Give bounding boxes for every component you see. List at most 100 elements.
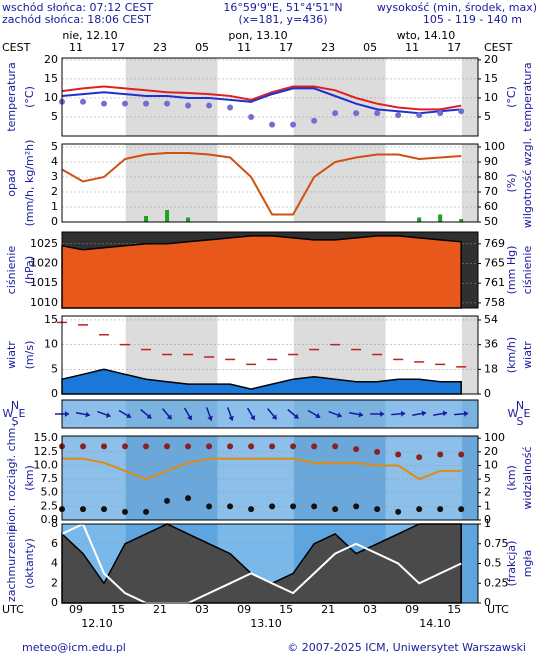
dot [353,503,360,510]
arrow-head [442,410,448,417]
sunrise: wschód słońca: 07:12 CEST [2,1,153,14]
y2-tick-label: 1 [484,517,491,530]
y-label: temperatura [5,62,18,131]
bar [186,217,191,222]
dot [164,497,171,504]
y-unit: (km) [23,465,36,491]
wind-arrow [307,409,321,419]
line [61,152,462,216]
y-tick-label: 0.0 [41,513,59,526]
arrow-head [228,415,234,421]
y2-tick-label: 70 [484,185,498,198]
day-label: wto, 14.10 [397,29,456,42]
top-tick-label: 05 [363,41,377,54]
arrow-head [105,412,111,418]
bar [459,219,464,222]
y2-unit: (°C) [505,86,518,108]
y2-unit: (frakcja) [505,541,518,587]
dot [311,117,318,124]
y2-tick-label: 54 [484,313,498,326]
y-tick-label: 5 [51,140,58,153]
night-band [461,316,478,394]
y-tick-label: 5 [51,362,58,375]
arrow-head [463,410,469,417]
footer-email: meteo@icm.edu.pl [22,641,126,654]
y2-tick-label: 60 [484,200,498,213]
height-title: wysokość (min, środek, max) [377,1,537,14]
panel-border [61,231,479,309]
dot [437,110,444,117]
top-tick-label: 05 [195,41,209,54]
wind-arrow [391,410,406,417]
y-tick-label: 10 [44,338,58,351]
y2-tick-label: 0 [484,596,491,609]
bottom-tick-label: 03 [363,603,377,616]
dot [437,451,444,458]
dot [122,100,129,107]
y2-tick-label: 36 [484,338,498,351]
area [61,368,462,395]
dot [101,443,108,450]
bar [144,216,149,222]
y-tick-label: 1025 [30,237,58,250]
bottom-tick-label: 21 [321,603,335,616]
panel-border [61,57,479,137]
y2-tick-label: 0.75 [484,537,509,550]
coords: 16°59'9"E, 51°4'51"N [223,1,342,14]
dot [269,121,276,128]
y-tick-label: 1020 [30,257,58,270]
wind-arrow [370,411,385,417]
dot [290,121,297,128]
bottom-unit: UTC [487,603,509,616]
grid-point: (x=181, y=436) [238,13,327,26]
dot [374,506,381,513]
wind-arrow [246,407,256,421]
dot [227,443,234,450]
top-unit: CEST [2,41,31,54]
dot [248,113,255,120]
dot [458,506,465,513]
arrow-head [336,412,342,418]
night-band [461,58,478,136]
y-tick-label: 0 [51,387,58,400]
y-tick-label: 12.5 [34,445,59,458]
y2-tick-label: 10 [484,458,498,471]
panel-border [61,523,479,604]
night-band [461,436,478,520]
dot [164,100,171,107]
y2-tick-label: 100 [484,140,505,153]
bottom-tick-label: 09 [405,603,419,616]
y2-tick-label: 90 [484,155,498,168]
y2-tick-label: 0.25 [484,576,509,589]
dot [248,506,255,513]
dot [374,110,381,117]
top-unit: CEST [484,41,513,54]
dot [206,102,213,109]
y2-tick-label: 20 [484,445,498,458]
arrow-head [85,411,90,418]
y-label: pion. rozciągł. chm. [5,424,18,532]
dot [416,112,423,119]
y-tick-label: 2 [51,576,58,589]
y-label: ciśnienie [5,246,18,295]
compass-label: W [508,407,519,420]
dot [290,503,297,510]
night-band [293,436,386,520]
compass-label: E [19,407,26,420]
wind-arrow [140,408,152,420]
y-tick-label: 15 [44,313,58,326]
dot [374,448,381,455]
arrow-head [207,415,213,421]
night-band [461,524,478,603]
dot [122,508,129,515]
y2-label: wiatr [521,341,534,369]
panel-border [61,143,479,223]
y-tick-label: 5.0 [41,486,59,499]
day-label: 12.10 [81,617,113,630]
y-tick-label: 1015 [30,276,58,289]
dot [227,503,234,510]
night-band [293,144,386,222]
dot [416,506,423,513]
dot [80,506,87,513]
dot [185,495,192,502]
